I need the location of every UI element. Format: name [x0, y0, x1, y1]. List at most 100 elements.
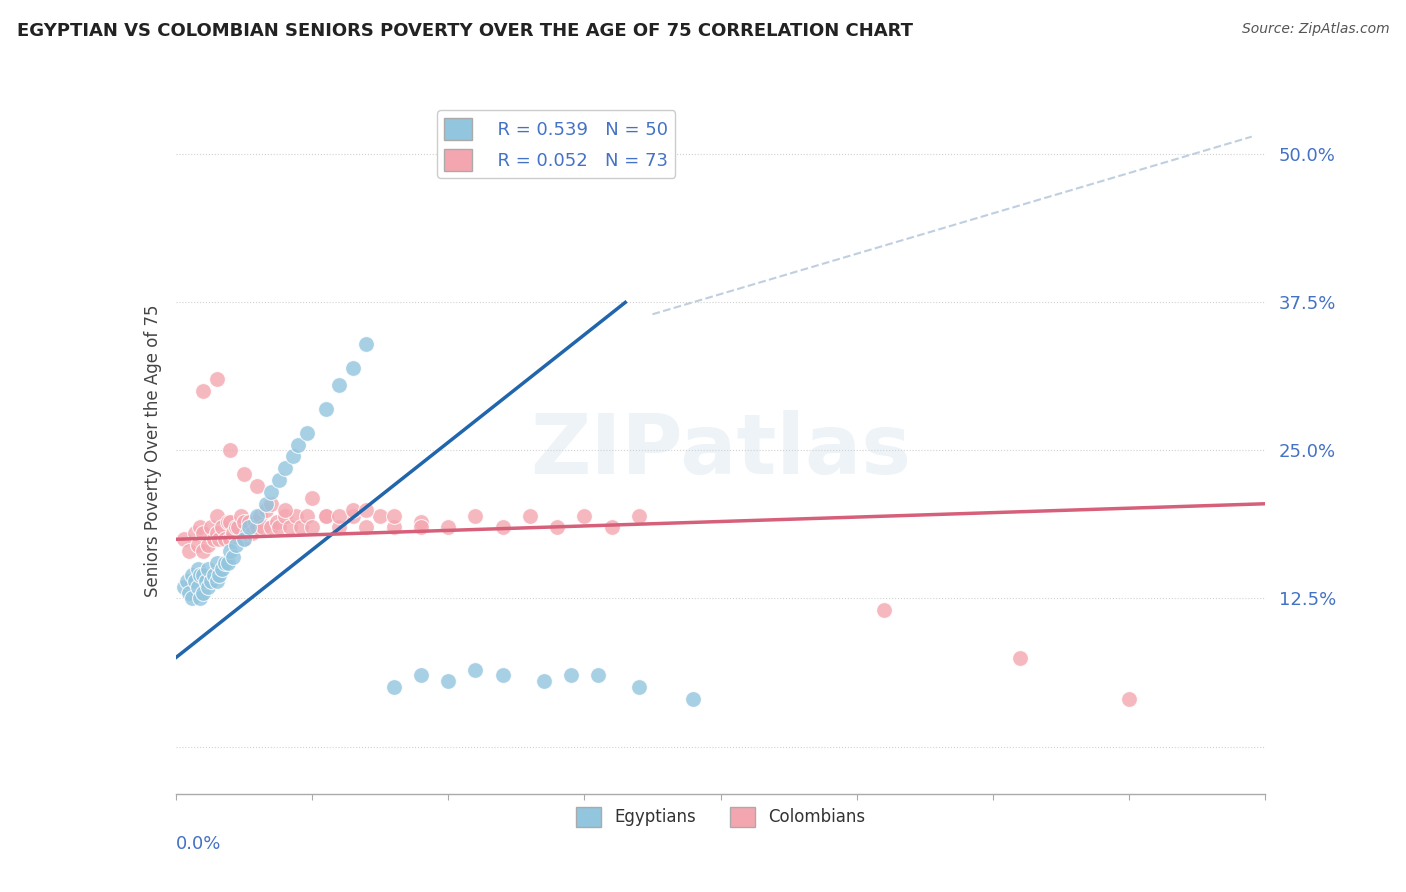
Point [382, 508, 405, 523]
Text: ZIPatlas: ZIPatlas [530, 410, 911, 491]
Point [546, 520, 568, 534]
Point [186, 580, 209, 594]
Point [184, 526, 207, 541]
Point [246, 479, 269, 493]
Point [173, 580, 195, 594]
Point [188, 591, 211, 606]
Point [600, 520, 623, 534]
Point [179, 585, 201, 599]
Point [682, 692, 704, 706]
Point [260, 484, 283, 499]
Point [191, 585, 214, 599]
Legend: Egyptians, Colombians: Egyptians, Colombians [569, 800, 872, 834]
Point [238, 515, 260, 529]
Point [200, 574, 222, 588]
Point [315, 508, 337, 523]
Point [409, 520, 432, 534]
Point [342, 502, 364, 516]
Point [252, 520, 274, 534]
Text: EGYPTIAN VS COLOMBIAN SENIORS POVERTY OVER THE AGE OF 75 CORRELATION CHART: EGYPTIAN VS COLOMBIAN SENIORS POVERTY OV… [17, 22, 912, 40]
Point [243, 515, 266, 529]
Point [214, 533, 236, 547]
Point [409, 515, 432, 529]
Point [533, 674, 555, 689]
Text: 0.0%: 0.0% [176, 835, 221, 853]
Point [290, 520, 312, 534]
Point [179, 544, 201, 558]
Point [197, 562, 219, 576]
Point [301, 520, 323, 534]
Point [191, 567, 214, 582]
Point [356, 337, 378, 351]
Point [205, 508, 228, 523]
Point [315, 508, 337, 523]
Point [214, 556, 236, 570]
Point [217, 515, 239, 529]
Point [181, 591, 204, 606]
Point [197, 580, 219, 594]
Y-axis label: Seniors Poverty Over the Age of 75: Seniors Poverty Over the Age of 75 [143, 304, 162, 597]
Point [225, 520, 247, 534]
Text: Source: ZipAtlas.com: Source: ZipAtlas.com [1241, 22, 1389, 37]
Point [342, 508, 364, 523]
Point [217, 556, 239, 570]
Point [232, 515, 254, 529]
Point [464, 663, 486, 677]
Point [188, 520, 211, 534]
Point [627, 508, 650, 523]
Point [254, 497, 277, 511]
Point [266, 515, 288, 529]
Point [492, 520, 515, 534]
Point [301, 491, 323, 505]
Point [315, 402, 337, 417]
Point [295, 425, 318, 440]
Point [173, 533, 195, 547]
Point [197, 538, 219, 552]
Point [240, 526, 263, 541]
Point [219, 443, 242, 458]
Point [191, 384, 214, 399]
Point [249, 508, 271, 523]
Point [232, 533, 254, 547]
Point [260, 497, 283, 511]
Point [235, 526, 257, 541]
Point [260, 520, 283, 534]
Point [202, 567, 225, 582]
Point [492, 668, 515, 682]
Point [219, 533, 242, 547]
Point [238, 520, 260, 534]
Point [219, 515, 242, 529]
Point [269, 520, 291, 534]
Point [574, 508, 596, 523]
Point [225, 538, 247, 552]
Point [208, 567, 231, 582]
Point [222, 549, 245, 564]
Point [356, 502, 378, 516]
Point [232, 533, 254, 547]
Point [281, 450, 304, 464]
Point [437, 520, 460, 534]
Point [211, 562, 233, 576]
Point [186, 562, 209, 576]
Point [873, 603, 896, 617]
Point [184, 574, 207, 588]
Point [200, 520, 222, 534]
Point [328, 378, 350, 392]
Point [211, 520, 233, 534]
Point [284, 508, 307, 523]
Point [287, 437, 309, 451]
Point [274, 508, 297, 523]
Point [246, 520, 269, 534]
Point [560, 668, 582, 682]
Point [464, 508, 486, 523]
Point [191, 526, 214, 541]
Point [194, 574, 217, 588]
Point [1118, 692, 1140, 706]
Point [246, 508, 269, 523]
Point [219, 544, 242, 558]
Point [519, 508, 541, 523]
Point [231, 508, 253, 523]
Point [368, 508, 391, 523]
Point [205, 556, 228, 570]
Point [205, 526, 228, 541]
